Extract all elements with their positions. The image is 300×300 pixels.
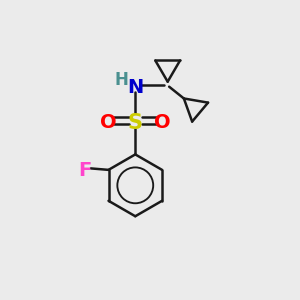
Text: O: O (154, 113, 171, 132)
Text: N: N (127, 78, 143, 97)
Text: F: F (78, 161, 92, 180)
Text: H: H (114, 71, 128, 89)
Text: S: S (128, 112, 143, 133)
Text: O: O (100, 113, 116, 132)
